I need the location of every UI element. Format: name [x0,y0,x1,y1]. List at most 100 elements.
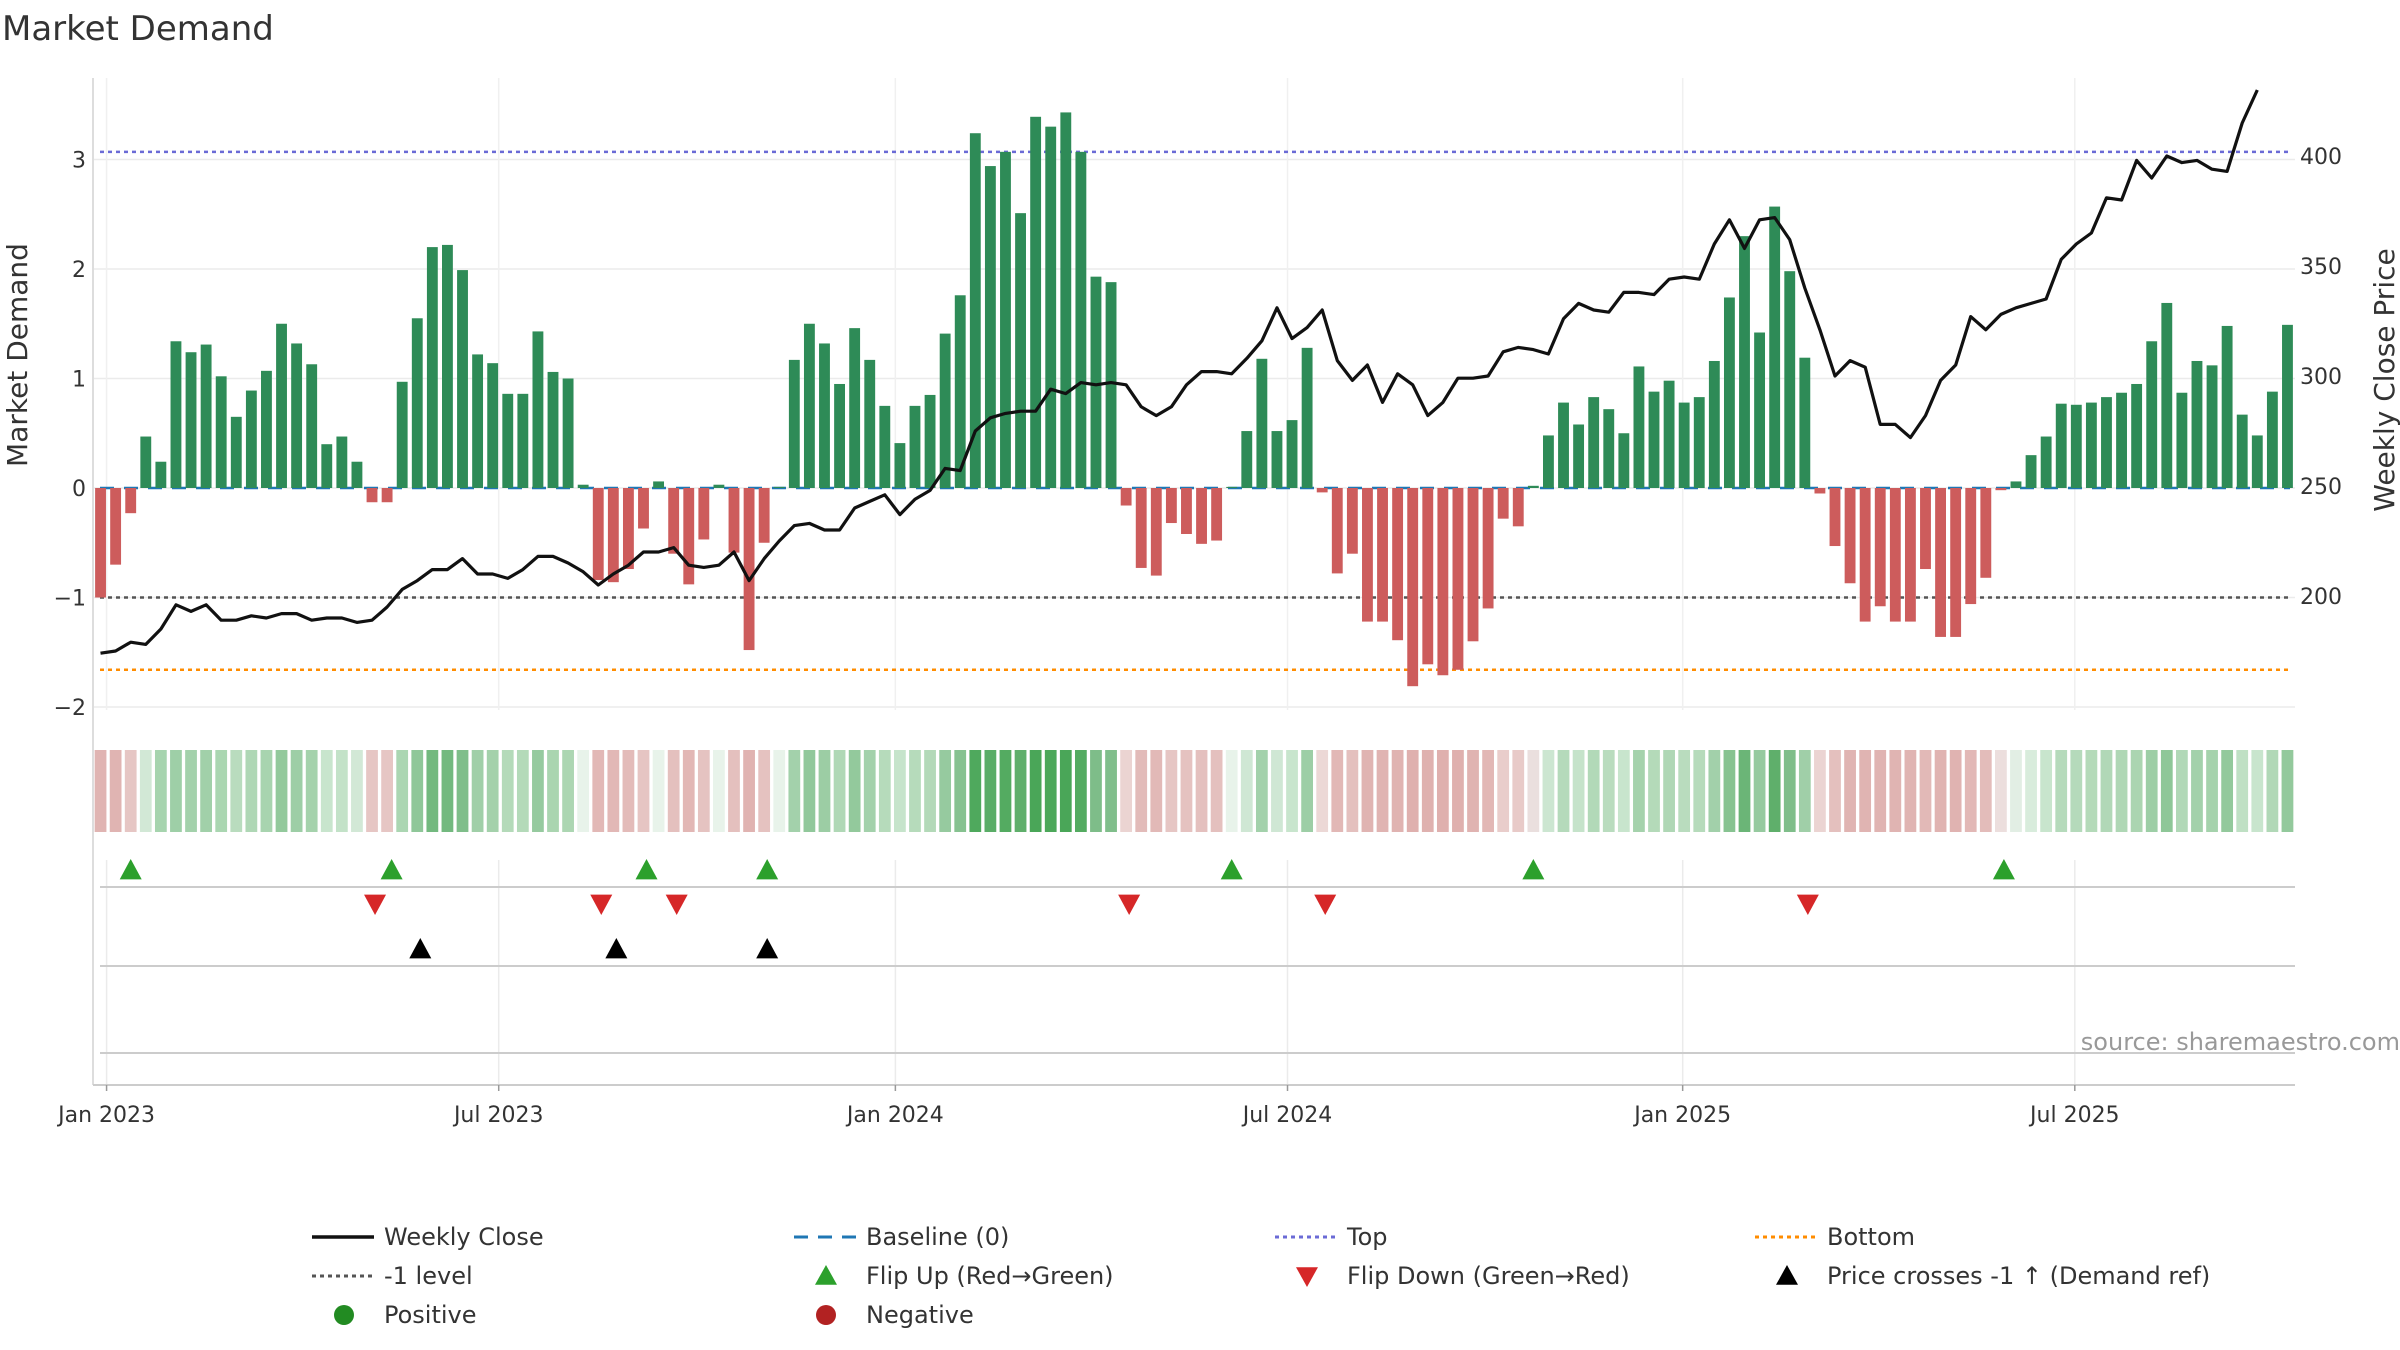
demand-bar [743,488,755,651]
strip-cell [1814,750,1826,832]
legend-item: Flip Down (Green→Red) [1296,1262,1630,1290]
strip-cell [2070,750,2083,832]
legend-item: Positive [334,1301,477,1329]
demand-bar [1844,488,1856,584]
y2-tick-label: 250 [2300,475,2342,500]
source-credit: source: sharemaestro.com [2081,1028,2400,1056]
demand-bar [1950,488,1962,637]
demand-bar [291,343,303,488]
demand-bar [1362,488,1373,622]
demand-bar [1935,488,1946,637]
demand-bar [1588,397,1600,488]
strip-cell [667,750,680,832]
strip-cell [682,750,695,832]
demand-bar [245,390,257,488]
demand-bar [758,488,770,543]
demand-bar [713,484,725,488]
strip-cell [1165,750,1178,832]
strip-cell [818,750,831,832]
strip-cell [441,750,454,832]
strip-cell [381,750,393,832]
demand-bar [2176,392,2188,488]
strip-cell [1497,750,1510,832]
flip-down-marker [665,894,688,915]
strip-cell [1768,750,1781,832]
chart-title: Market Demand [2,9,274,49]
demand-bar [1920,488,1931,570]
demand-bar [969,133,981,488]
strip-cell [2055,750,2068,832]
demand-bar [2266,391,2278,488]
strip-cell [200,750,212,832]
demand-bar [1346,488,1358,554]
strip-cell [1859,750,1872,832]
demand-bar [1482,488,1494,609]
strip-cell [637,750,650,832]
strip-cell [863,750,876,832]
strip-cell [366,750,378,832]
demand-bar [517,393,529,488]
demand-bar [1331,488,1343,574]
strip-cell [411,750,424,832]
strip-cell [728,750,740,832]
flip-down-marker [590,894,613,915]
demand-bar [698,488,710,540]
x-tick-label: Jul 2024 [1241,1103,1333,1128]
demand-bar [849,328,861,488]
strip-cell [1542,750,1555,832]
demand-bar [2101,397,2112,488]
demand-bar [1693,397,1705,488]
demand-bar [2236,414,2248,488]
strip-cell [1738,750,1751,832]
strip-cell [1889,750,1902,832]
demand-bar [592,488,604,580]
demand-bar [140,436,152,488]
y2-axis-ticks: 400 350 300 250 200 [2300,145,2342,610]
demand-bar [1904,488,1916,622]
strip-cell [833,750,846,832]
demand-bar [306,364,318,488]
legend-swatch-circle [816,1305,836,1325]
demand-bar [834,383,845,488]
strip-cell [1934,750,1947,832]
demand-bar [1045,126,1057,489]
demand-bar [1271,431,1283,488]
x-tick-label: Jan 2023 [56,1103,155,1128]
demand-bar [1512,488,1524,527]
demand-bar [1633,366,1645,488]
y2-axis-label: Weekly Close Price [2368,248,2400,511]
strip-cell [1829,750,1841,832]
y-tick-label: 2 [72,258,86,283]
strip-cell [1316,750,1329,832]
demand-bar [1889,488,1901,622]
strip-cell [713,750,725,832]
demand-bar [607,488,619,583]
legend-item: Weekly Close [312,1223,544,1251]
strip-cell [547,750,559,832]
strip-cell [803,750,816,832]
legend-item: Price crosses -1 ↑ (Demand ref) [1776,1262,2210,1290]
demand-bar [653,481,665,488]
strip-cell [109,750,122,832]
demand-bar [261,370,272,488]
strip-cell [335,750,348,832]
strip-cell [2040,750,2053,832]
strip-cell [215,750,228,832]
flip-up-marker [1220,859,1243,880]
demand-bar [547,371,559,488]
strip-cell [1436,750,1449,832]
strip-cell [1180,750,1193,832]
legend-swatch-circle [334,1305,354,1325]
strip-cell [1708,750,1721,832]
demand-bar [1995,488,2007,491]
strip-cell [1406,750,1419,832]
demand-bar [1075,151,1087,488]
strip-cell [1120,750,1133,832]
demand-bar [1814,488,1826,494]
price-cross-marker [605,938,628,959]
strip-cell [2100,750,2113,832]
strip-cell [2115,750,2128,832]
legend-item: -1 level [312,1262,473,1290]
demand-bar [683,488,695,585]
demand-bar [2191,360,2203,488]
